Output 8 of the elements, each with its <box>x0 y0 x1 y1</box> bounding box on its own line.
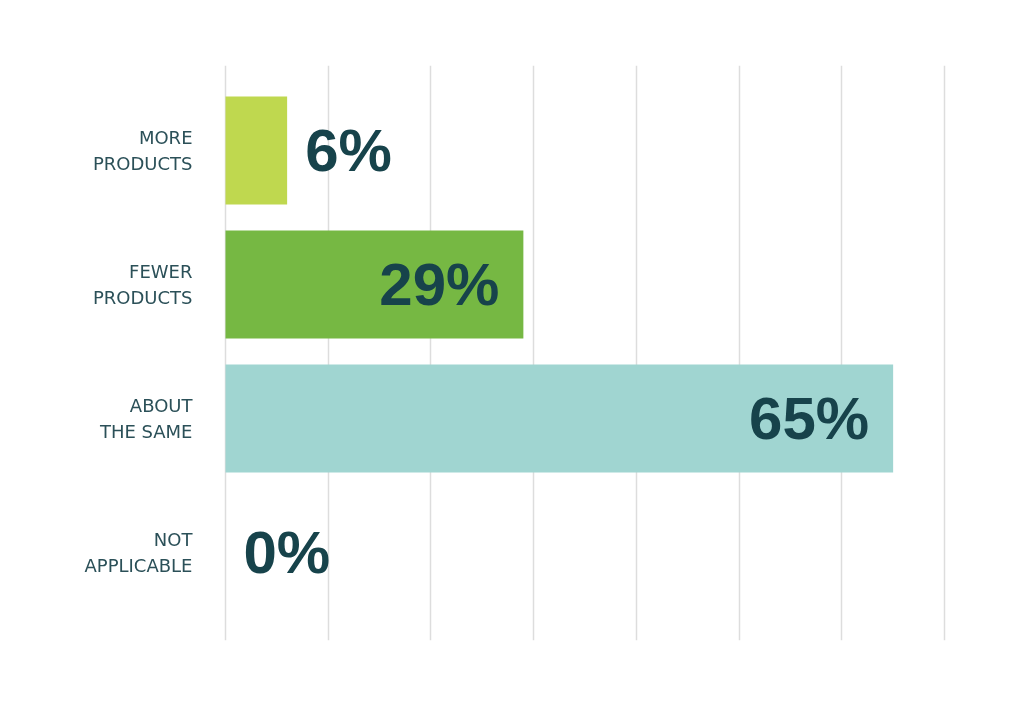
data-label: 65% <box>749 385 870 452</box>
y-tick-label: MORE PRODUCTS <box>92 126 193 175</box>
data-label: 6% <box>305 117 392 184</box>
data-label: 29% <box>379 251 500 318</box>
y-tick-label: FEWER PRODUCTS <box>92 260 193 309</box>
y-tick-label: ABOUT THE SAME <box>98 394 194 443</box>
data-label: 0% <box>243 519 331 586</box>
y-tick-label: NOT APPLICABLE <box>84 528 194 577</box>
